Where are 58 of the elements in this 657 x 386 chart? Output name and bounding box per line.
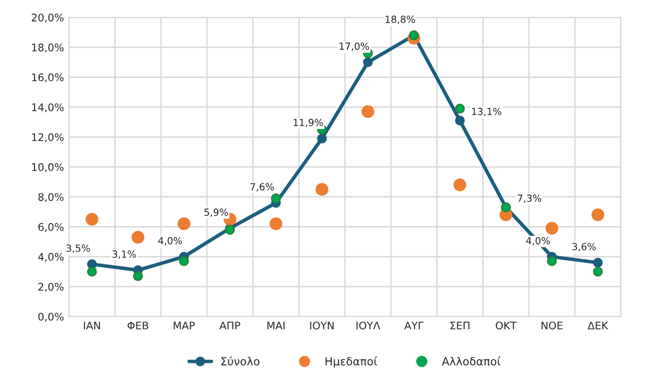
data-label: 11,9%	[294, 118, 323, 128]
data-label: 4,0%	[526, 236, 550, 246]
y-tick-label: 14,0%	[32, 103, 64, 112]
y-tick-label: 8,0%	[38, 193, 64, 202]
x-tick-label: ΣΕΠ	[450, 322, 470, 330]
point	[133, 271, 143, 282]
legend-label: Ημεδαποί	[326, 356, 378, 368]
data-label: 5,9%	[204, 208, 228, 217]
point	[362, 105, 374, 118]
x-tick-label: ΑΠΡ	[219, 322, 240, 330]
point	[270, 217, 282, 230]
x-tick-label: ΜΑΙ	[267, 322, 285, 330]
data-label: 4,0%	[158, 236, 182, 246]
point	[86, 212, 98, 226]
y-tick-label: 6,0%	[38, 223, 64, 232]
data-label: 13,1%	[472, 108, 502, 116]
point	[363, 57, 373, 68]
point	[593, 258, 603, 268]
x-tick-label: ΙΟΥΝ	[310, 322, 334, 330]
point	[132, 230, 144, 244]
point	[592, 266, 603, 277]
data-label: 7,6%	[250, 183, 274, 192]
y-tick-label: 0,0%	[38, 312, 64, 322]
x-tick-label: ΦΕΒ	[128, 322, 148, 330]
point	[87, 266, 97, 277]
data-label: 18,8%	[386, 16, 415, 24]
x-tick-label: ΜΑΡ	[174, 322, 195, 330]
point	[592, 208, 604, 222]
y-tick-label: 4,0%	[38, 252, 64, 262]
data-label: 3,6%	[572, 242, 596, 252]
data-label: 7,3%	[518, 194, 542, 203]
y-tick-label: 2,0%	[38, 282, 64, 292]
y-tick-label: 10,0%	[32, 163, 64, 172]
y-tick-label: 12,0%	[32, 133, 64, 142]
data-label: 3,5%	[66, 244, 90, 253]
x-tick-label: ΙΟΥΛ	[356, 322, 380, 330]
point	[179, 256, 189, 266]
legend-label: Σύνολο	[221, 356, 260, 366]
y-tick-label: 16,0%	[32, 73, 64, 82]
x-tick-label: ΙΑΝ	[84, 322, 100, 330]
point	[270, 193, 281, 204]
y-tick-label: 20,0%	[32, 14, 64, 23]
x-tick-label: ΝΟΕ	[542, 322, 562, 330]
point	[546, 256, 557, 266]
data-label: 3,1%	[112, 250, 136, 259]
point	[178, 217, 190, 230]
point	[317, 134, 327, 144]
y-tick-label: 18,0%	[32, 44, 64, 52]
point	[454, 104, 465, 114]
data-label: 17,0%	[340, 42, 369, 51]
point	[316, 183, 328, 196]
point	[546, 222, 558, 235]
x-tick-label: ΑΥΓ	[404, 322, 424, 330]
legend-label: Αλλοδαποί	[442, 356, 501, 366]
point	[454, 178, 466, 192]
point	[455, 116, 465, 126]
x-tick-label: ΔΕΚ	[588, 322, 608, 330]
x-tick-label: ΟΚΤ	[496, 322, 517, 330]
